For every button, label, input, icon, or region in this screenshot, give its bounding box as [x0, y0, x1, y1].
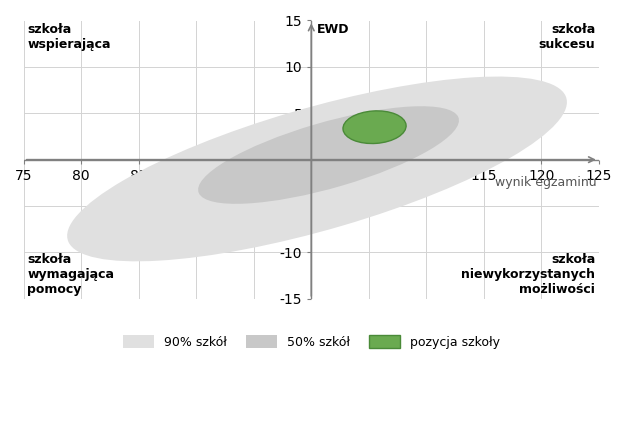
Text: szkoła
sukcesu: szkoła sukcesu	[539, 23, 596, 51]
Text: szkoła
niewykorzystanych
możliwości: szkoła niewykorzystanych możliwości	[461, 253, 596, 296]
Legend: 90% szkół, 50% szkół, pozycja szkoły: 90% szkół, 50% szkół, pozycja szkoły	[118, 330, 505, 354]
Text: szkoła
wymagająca
pomocy: szkoła wymagająca pomocy	[27, 253, 114, 296]
Ellipse shape	[343, 111, 406, 144]
Text: wynik egzaminu: wynik egzaminu	[495, 176, 596, 189]
Text: EWD: EWD	[317, 23, 349, 36]
Ellipse shape	[198, 106, 459, 204]
Text: szkoła
wspierająca: szkoła wspierająca	[27, 23, 111, 51]
Ellipse shape	[67, 77, 567, 261]
